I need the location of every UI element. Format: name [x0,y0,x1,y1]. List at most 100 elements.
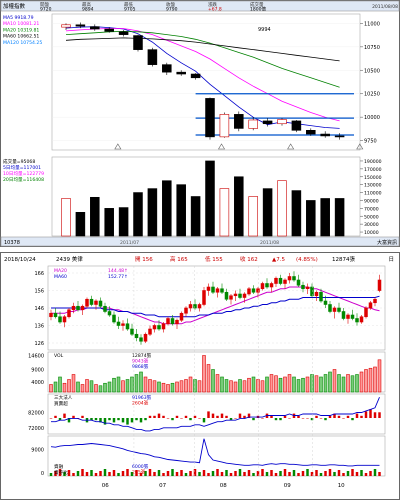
top-ma60-line [65,37,340,62]
bot-volume-bar [364,369,368,393]
bot-volume-bar [103,382,107,393]
bot-candle [107,311,112,316]
bot-volume-bar [58,376,62,393]
bot-candle [211,286,215,293]
top-footer-right: 大富資訊 [377,239,397,246]
top-candle [248,119,258,129]
top-volume-bar [176,184,186,237]
bot-margin-bar [184,473,188,476]
bot-inst-bar [355,413,359,418]
bot-candle [278,277,283,284]
bot-margin-bar [301,471,305,476]
bot-margin-bar [373,469,377,476]
bot-volume-bar [85,379,89,393]
bot-candle [179,312,184,321]
top-x-label: 2011/08 [260,240,279,246]
bot-margin-bar [108,472,111,476]
bot-inst-bar [94,418,98,421]
bot-volume-bar [148,379,152,393]
bot-inst-bar [378,412,381,418]
bot-candle [98,300,103,307]
bot-inst-bar [126,418,129,425]
top-vol-tick-label: 150000 [364,175,382,181]
bot-candle [89,298,94,305]
bot-margin-bar [121,471,125,476]
bot-margin-bar [175,472,179,476]
top-ma-legend-MA10: MA10 10081.21 [3,21,39,27]
bot-inst-bar [166,418,170,419]
bot-inst-bar [135,418,138,421]
bot-candle [292,276,296,281]
top-price-frame [51,13,361,151]
bot-margin-value: 6000張 [132,464,149,470]
bot-volume-bar [98,385,103,393]
bot-margin-bar [211,471,215,476]
bot-candle [368,302,373,309]
bot-inst-bar [234,418,237,419]
top-volume-bar [248,196,258,237]
top-ytick-label: 10250 [364,92,380,98]
bot-inst-bar [171,418,174,421]
top-footer-left: 10378 [4,240,20,246]
bot-candle [238,293,242,298]
top-volume-bar [147,188,158,237]
top-header-value: +67.8 [208,7,222,13]
bot-inst-bar [130,418,134,423]
bot-candle [143,333,148,342]
bot-inst-bar [297,415,300,418]
top-candle [176,71,186,75]
bot-header-volume: 12874張 [332,256,355,263]
bot-volume-bar [269,374,274,393]
top-vol-legend: 成交量=95068 [3,158,35,165]
bot-candle [148,328,152,335]
top-ytick-label: 10500 [364,68,380,74]
bot-inst-bar [117,418,120,421]
top-volume-bar [133,192,143,237]
bot-margin-bar [63,472,66,476]
top-header-field: 最高 [82,1,91,8]
bot-price-tick: 126 [34,341,44,347]
bot-volume-bar [125,379,130,393]
bot-vol-value: 12874張 [132,353,152,359]
bot-margin-bar [238,469,242,476]
bot-margin-bar [166,471,170,476]
bot-margin-bar [81,469,84,476]
bot-inst-line [51,397,380,432]
bot-margin-bar [67,470,71,476]
bot-candle [170,318,175,325]
top-vol-tick-label: 50000 [364,214,379,220]
bot-inst-bar [310,418,314,421]
bot-volume-bar [166,384,170,393]
bot-candle [296,279,301,286]
bot-volume-bar [211,369,215,393]
bot-inst-bar [324,418,327,421]
bot-margin-line [50,438,380,467]
bot-inst-bar [364,411,368,418]
bot-inst-bar [144,418,147,421]
bot-margin-bar [364,473,368,476]
bot-margin-tick: 0 [41,471,44,477]
bot-candle [215,288,220,293]
bot-inst-bar [189,418,192,421]
bot-inst-bar [328,415,332,418]
bot-candle [49,312,53,318]
top-header-value: 9720 [40,7,52,13]
top-ytick-label: 10000 [364,115,380,121]
top-vol-tick-label: 190000 [364,159,382,165]
bot-candle [265,283,269,288]
top-volume-bar [90,196,100,237]
bot-margin-bar [85,472,89,476]
top-header-value: 1800億 [250,6,266,13]
bot-volume-bar [283,376,287,393]
bot-margin-value: 265張 [132,470,146,476]
bot-inst-bar [247,413,251,418]
bot-inst-bar [373,412,377,418]
bot-volume-bar [49,384,53,393]
bot-inst-bar [211,413,215,418]
bot-volume-bar [296,379,301,393]
top-vol-tick-label: 130000 [364,183,382,189]
bot-margin-bar [225,470,228,476]
bot-volume-bar [62,382,67,393]
bot-margin-bar [99,471,102,476]
bot-volume-bar [323,374,328,393]
